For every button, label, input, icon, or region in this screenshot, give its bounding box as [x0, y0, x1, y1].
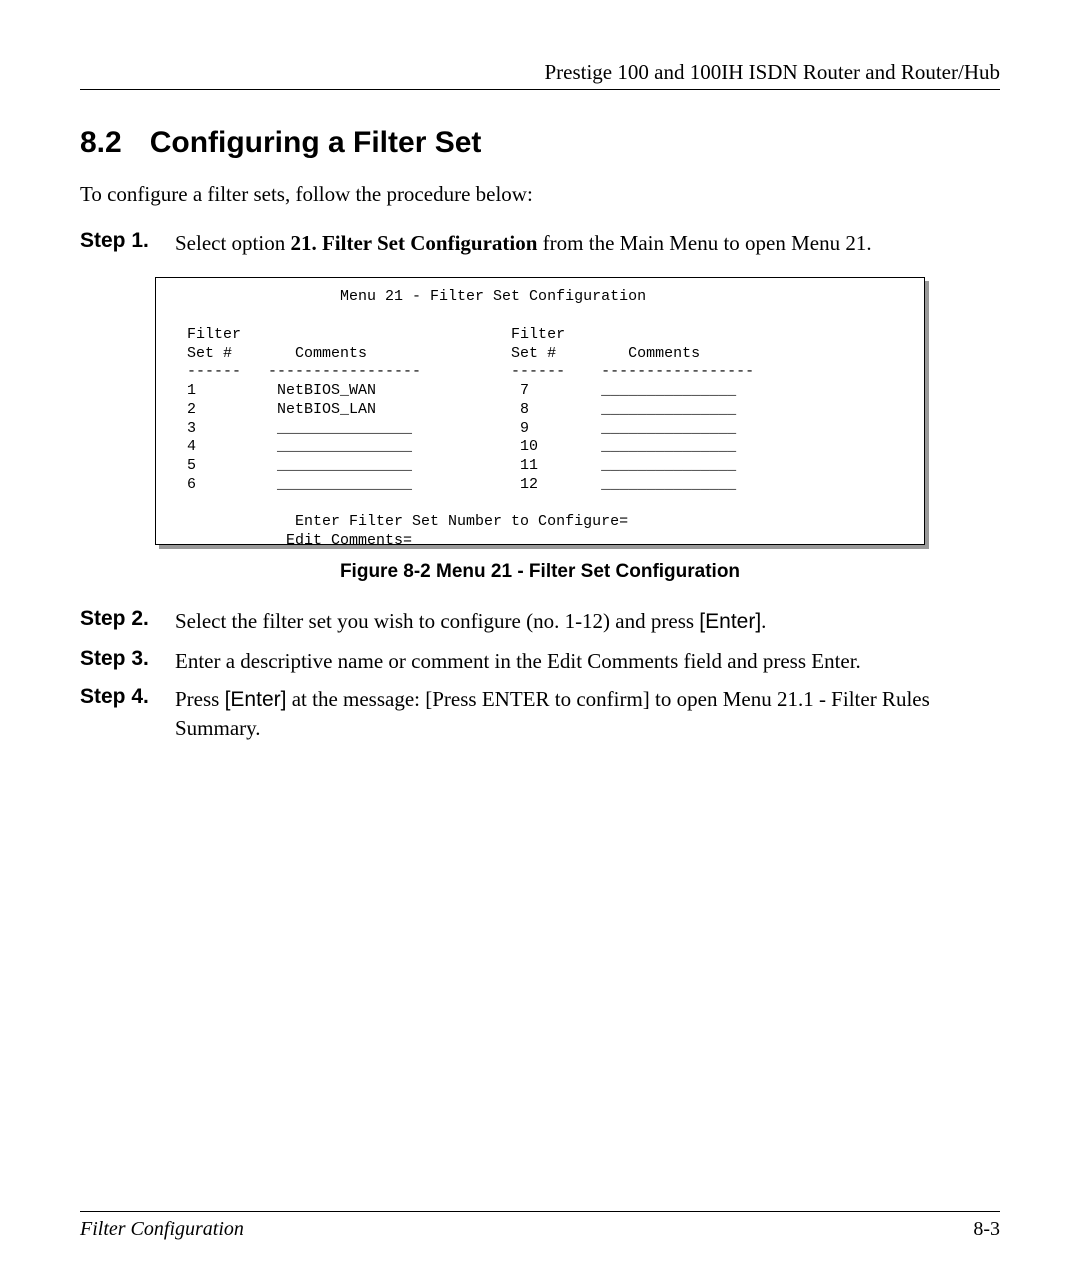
- header-title: Prestige 100 and 100IH ISDN Router and R…: [544, 60, 1000, 84]
- step-2-post: .: [761, 609, 766, 633]
- step-3-text: Enter a descriptive name or comment in t…: [175, 647, 1000, 675]
- section-heading: 8.2 Configuring a Filter Set: [80, 126, 1000, 160]
- step-4-post: at the message: [Press ENTER to confirm]…: [175, 687, 930, 740]
- term-r4: 4 _______________ 10 _______________: [160, 438, 736, 455]
- term-r3: 3 _______________ 9 _______________: [160, 420, 736, 437]
- step-1-bold: 21. Filter Set Configuration: [290, 231, 537, 255]
- term-r5: 5 _______________ 11 _______________: [160, 457, 736, 474]
- step-2-sans: [Enter]: [699, 610, 761, 633]
- footer-page-number: 8-3: [973, 1218, 1000, 1241]
- step-1-pre: Select option: [175, 231, 290, 255]
- footer-left: Filter Configuration: [80, 1218, 244, 1241]
- step-2-label: Step 2.: [80, 607, 175, 636]
- step-2: Step 2. Select the filter set you wish t…: [80, 607, 1000, 636]
- step-3-label: Step 3.: [80, 647, 175, 675]
- step-1-text: Select option 21. Filter Set Configurati…: [175, 229, 1000, 257]
- term-prompt2: Edit Comments=: [160, 532, 412, 545]
- section-number: 8.2: [80, 126, 122, 160]
- terminal-content: Menu 21 - Filter Set Configuration Filte…: [160, 288, 920, 545]
- term-r2: 2 NetBIOS_LAN 8 _______________: [160, 401, 736, 418]
- figure-caption: Figure 8-2 Menu 21 - Filter Set Configur…: [80, 561, 1000, 583]
- step-4-label: Step 4.: [80, 685, 175, 743]
- term-r6: 6 _______________ 12 _______________: [160, 476, 736, 493]
- term-title: Menu 21 - Filter Set Configuration: [160, 288, 646, 305]
- terminal-figure: Menu 21 - Filter Set Configuration Filte…: [80, 277, 1000, 545]
- page-footer: Filter Configuration 8-3: [80, 1211, 1000, 1241]
- section-title: Configuring a Filter Set: [150, 126, 482, 159]
- step-4: Step 4. Press [Enter] at the message: [P…: [80, 685, 1000, 743]
- step-1-post: from the Main Menu to open Menu 21.: [537, 231, 871, 255]
- term-r1: 1 NetBIOS_WAN 7 _______________: [160, 382, 736, 399]
- step-4-sans: [Enter]: [225, 688, 287, 711]
- step-3: Step 3. Enter a descriptive name or comm…: [80, 647, 1000, 675]
- intro-text: To configure a filter sets, follow the p…: [80, 182, 1000, 207]
- page: Prestige 100 and 100IH ISDN Router and R…: [0, 0, 1080, 1281]
- step-4-pre: Press: [175, 687, 225, 711]
- step-4-text: Press [Enter] at the message: [Press ENT…: [175, 685, 1000, 743]
- step-2-text: Select the filter set you wish to config…: [175, 607, 1000, 636]
- running-header: Prestige 100 and 100IH ISDN Router and R…: [80, 60, 1000, 90]
- term-hdr2: Set # Comments Set # Comments: [160, 345, 700, 362]
- term-prompt1: Enter Filter Set Number to Configure=: [160, 513, 628, 530]
- term-rule: ------ ----------------- ------ --------…: [160, 363, 754, 380]
- step-1-label: Step 1.: [80, 229, 175, 257]
- term-hdr1: Filter Filter: [160, 326, 565, 343]
- step-2-pre: Select the filter set you wish to config…: [175, 609, 699, 633]
- terminal-frame: Menu 21 - Filter Set Configuration Filte…: [155, 277, 925, 545]
- step-1: Step 1. Select option 21. Filter Set Con…: [80, 229, 1000, 257]
